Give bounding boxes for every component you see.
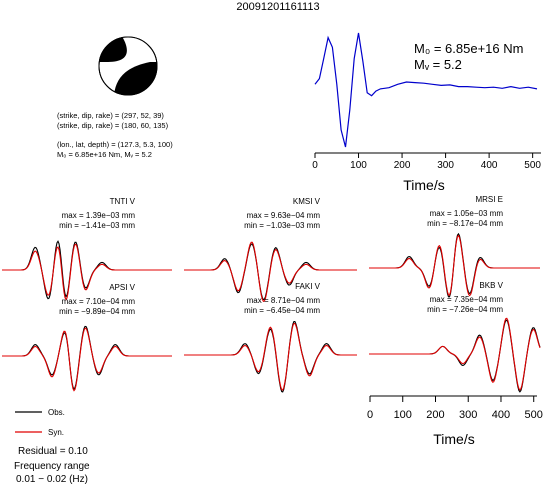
stf-tick-label: 400 — [481, 160, 498, 171]
station-max-amplitude: max = 1.05e−03 mm — [430, 209, 504, 218]
frequency-range-value: 0.01 − 0.02 (Hz) — [16, 474, 88, 485]
observed-waveform — [184, 321, 357, 393]
stf-tick-label: 0 — [312, 160, 318, 171]
synthetic-waveform — [369, 317, 541, 391]
station-max-amplitude: max = 1.39e−03 mm — [62, 211, 136, 220]
observed-waveform — [369, 319, 541, 393]
station-name: FAKI V — [295, 282, 321, 291]
station-max-amplitude: max = 8.71e−04 mm — [247, 296, 321, 305]
station-min-amplitude: min = −1.03e−03 mm — [244, 221, 320, 230]
strike-dip-rake-1: (strike, dip, rake) = (297, 52, 39) — [57, 111, 164, 120]
stf-x-axis-label: Time/s — [403, 177, 444, 193]
synthetic-waveform — [369, 234, 540, 297]
synthetic-waveform — [184, 322, 357, 391]
station-max-amplitude: max = 9.63e−04 mm — [247, 211, 321, 220]
waveform-tick-label: 0 — [367, 409, 373, 421]
station-min-amplitude: min = −8.17e−04 mm — [427, 219, 503, 228]
strike-dip-rake-2: (strike, dip, rake) = (180, 60, 135) — [57, 121, 169, 130]
station-min-amplitude: min = −6.45e−04 mm — [244, 306, 320, 315]
waveform-tick-label: 200 — [426, 409, 444, 421]
source-time-function-plot: M₀ = 6.85e+16 Nm Mᵥ = 5.2 0 100 200 300 400 5… — [312, 32, 541, 193]
waveform-tick-label: 100 — [394, 409, 412, 421]
stf-tick-label: 300 — [437, 160, 454, 171]
stf-tick-label: 200 — [394, 160, 411, 171]
focal-mechanism-beachball — [98, 36, 158, 96]
station-name: KMSI V — [293, 197, 321, 206]
stf-m0-label: M₀ = 6.85e+16 Nm — [414, 41, 523, 56]
station-min-amplitude: min = −9.89e−04 mm — [59, 307, 135, 316]
waveform-time-axis: 0 100 200 300 400 500 Time/s — [367, 395, 543, 447]
legend: Obs. Syn. — [15, 408, 65, 437]
figure-title: 20091201161113 — [236, 1, 319, 13]
waveform-tick-label: 300 — [459, 409, 477, 421]
station-min-amplitude: min = −7.26e−04 mm — [427, 305, 503, 314]
stf-tick-label: 100 — [350, 160, 367, 171]
stf-series-line — [314, 32, 538, 148]
waveform-tick-label: 400 — [492, 409, 510, 421]
synthetic-waveform — [2, 327, 172, 392]
station-name: TNTI V — [110, 197, 136, 206]
stf-tick-label: 500 — [524, 160, 541, 171]
station-name: APSI V — [109, 283, 135, 292]
station-min-amplitude: min = −1.41e−03 mm — [59, 221, 135, 230]
observed-waveform — [2, 325, 172, 390]
waveform-x-axis-label: Time/s — [433, 431, 474, 447]
legend-obs-label: Obs. — [48, 408, 65, 417]
synthetic-waveform — [184, 241, 357, 303]
waveform-x-ticks: 0 100 200 300 400 500 — [367, 396, 543, 421]
station-name: MRSI E — [475, 195, 503, 204]
synthetic-waveform — [2, 243, 172, 301]
station-max-amplitude: max = 7.35e−04 mm — [430, 295, 504, 304]
residual-label: Residual = 0.10 — [18, 446, 88, 457]
frequency-range-label: Frequency range — [14, 461, 90, 472]
stf-x-ticks: 0 100 200 300 400 500 — [312, 153, 541, 171]
location-depth: (lon., lat, depth) = (127.3, 5.3, 100) — [57, 140, 173, 149]
legend-syn-label: Syn. — [48, 428, 64, 437]
station-max-amplitude: max = 7.10e−04 mm — [62, 297, 136, 306]
waveform-tick-label: 500 — [525, 409, 543, 421]
moment-magnitude: M₀ = 6.85e+16 Nm, Mᵥ = 5.2 — [57, 150, 152, 159]
station-name: BKB V — [479, 281, 503, 290]
stf-mw-label: Mᵥ = 5.2 — [414, 57, 462, 72]
observed-waveform — [369, 232, 540, 298]
